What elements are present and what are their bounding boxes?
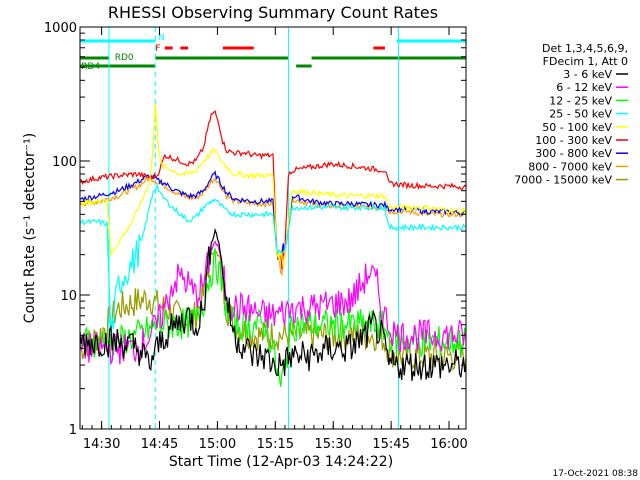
x-tick-label: 16:00: [430, 437, 467, 452]
x-tick-label: 15:15: [257, 437, 294, 452]
rd4-label: RD4: [81, 62, 100, 72]
chart-title: RHESSI Observing Summary Count Rates: [108, 3, 438, 22]
x-tick-label: 15:45: [372, 437, 409, 452]
legend-entry: 3 - 6 keV: [563, 68, 612, 81]
observing-state-bars: NF RD0 RD4: [80, 33, 466, 72]
legend-entry: 6 - 12 keV: [556, 81, 612, 94]
legend-header: FDecim 1, Att 0: [543, 55, 628, 68]
y-tick-label: 100: [52, 155, 77, 170]
y-tick-label: 1000: [44, 21, 77, 36]
y-tick-label: 10: [60, 289, 77, 304]
legend: Det 1,3,4,5,6,9,FDecim 1, Att 03 - 6 keV…: [514, 42, 628, 187]
legend-entry: 50 - 100 keV: [542, 121, 612, 134]
legend-entry: 800 - 7000 keV: [528, 160, 612, 173]
x-axis-label: Start Time (12-Apr-03 14:24:22): [169, 454, 393, 470]
x-tick-label: 15:30: [314, 437, 351, 452]
y-axis-label: Count Rate (s⁻¹ detector⁻¹): [22, 133, 38, 323]
rd0-label: RD0: [115, 53, 134, 63]
legend-entry: 100 - 300 keV: [535, 134, 612, 147]
plot-frame: [79, 26, 467, 430]
footer-timestamp: 17-Oct-2021 08:38: [553, 469, 639, 479]
legend-entry: 300 - 800 keV: [535, 147, 612, 160]
series-lines: [79, 103, 467, 387]
series-12-25-kev: [79, 248, 467, 387]
y-tick-label: 1: [69, 423, 77, 438]
series-50-100-kev: [79, 103, 467, 269]
x-tick-label: 15:00: [199, 437, 236, 452]
series-7000-15000-kev: [79, 249, 467, 371]
series-100-300-kev: [79, 109, 467, 270]
x-tick-label: 14:30: [83, 437, 120, 452]
legend-entry: 25 - 50 keV: [549, 108, 612, 121]
legend-entry: 7000 - 15000 keV: [514, 174, 612, 187]
x-tick-label: 14:45: [141, 437, 178, 452]
series-3-6-kev: [79, 227, 467, 381]
attenuator-label: N: [158, 33, 165, 43]
flare-label: F: [155, 44, 160, 54]
legend-header: Det 1,3,4,5,6,9,: [542, 42, 628, 55]
legend-entry: 12 - 25 keV: [549, 94, 612, 107]
axes: 14:30 14:45 15:00 15:15 15:30 15:45 16:00 1 10 10…: [44, 21, 468, 452]
series-25-50-kev: [79, 184, 467, 338]
